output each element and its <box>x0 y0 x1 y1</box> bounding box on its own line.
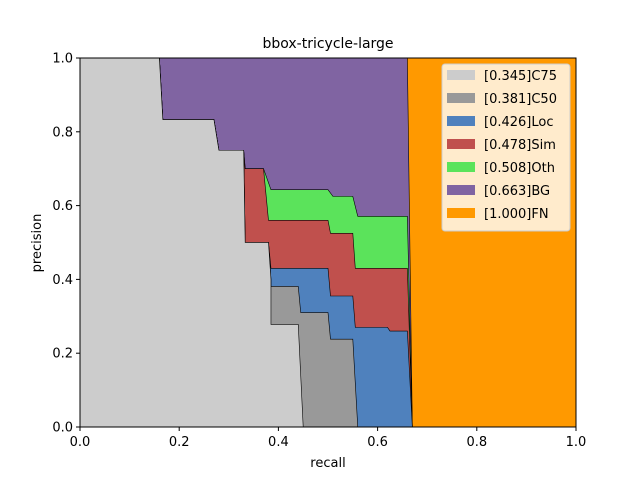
legend-swatch <box>447 185 475 195</box>
legend-label: [0.345]C75 <box>484 69 557 84</box>
legend-swatch <box>447 70 475 80</box>
legend-label: [1.000]FN <box>484 207 549 222</box>
x-tick-label: 0.4 <box>268 435 289 450</box>
legend-swatch <box>447 139 475 149</box>
y-tick-label: 0.6 <box>52 199 73 214</box>
y-axis-label: precision <box>30 214 45 273</box>
legend-label: [0.663]BG <box>484 184 550 199</box>
legend-swatch <box>447 116 475 126</box>
x-tick-label: 1.0 <box>566 435 587 450</box>
x-tick-label: 0.2 <box>169 435 190 450</box>
legend-label: [0.508]Oth <box>484 161 555 176</box>
legend-label: [0.478]Sim <box>484 138 556 153</box>
x-tick-label: 0.0 <box>70 435 91 450</box>
y-tick-label: 0.0 <box>52 421 73 436</box>
legend-label: [0.426]Loc <box>484 115 553 130</box>
legend-label: [0.381]C50 <box>484 92 557 107</box>
y-axis-ticks: 0.0 0.2 0.4 0.6 0.8 1.0 <box>52 52 80 436</box>
legend-swatch <box>447 93 475 103</box>
y-tick-label: 1.0 <box>52 52 73 67</box>
x-axis-label: recall <box>310 456 345 471</box>
plot-frame <box>79 57 577 428</box>
legend: [0.345]C75 [0.381]C50 [0.426]Loc [0.478]Sim… <box>441 63 571 232</box>
area-0-345-c75 <box>79 57 576 428</box>
y-tick-label: 0.8 <box>52 125 73 140</box>
x-tick-label: 0.8 <box>466 435 487 450</box>
y-tick-label: 0.2 <box>52 347 73 362</box>
x-axis-ticks: 0.0 0.2 0.4 0.6 0.8 1.0 <box>70 427 587 450</box>
legend-swatch <box>447 208 475 218</box>
legend-swatch <box>447 162 475 172</box>
x-tick-label: 0.6 <box>367 435 388 450</box>
chart-title: bbox-tricycle-large <box>262 36 393 52</box>
y-tick-label: 0.4 <box>52 273 73 288</box>
